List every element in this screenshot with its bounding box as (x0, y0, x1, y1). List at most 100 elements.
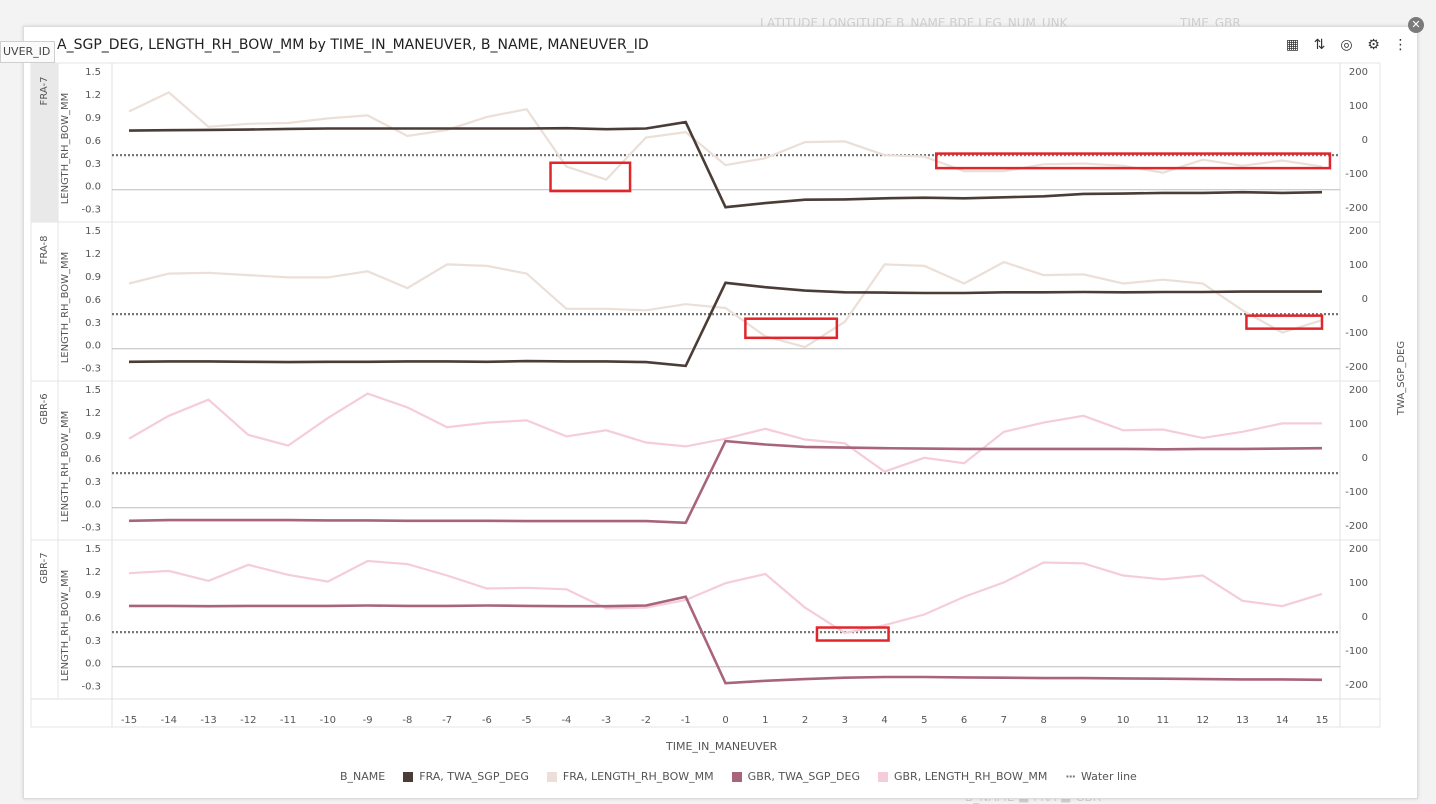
right-tick-label: 100 (1349, 578, 1368, 589)
right-tick-label: -200 (1345, 362, 1368, 373)
target-icon[interactable]: ◎ (1340, 37, 1353, 53)
x-tick-label: 7 (1001, 715, 1007, 726)
x-tick-label: -13 (200, 715, 216, 726)
facet-label: GBR-6 (39, 393, 50, 424)
chart-type-icon[interactable]: ▦ (1285, 37, 1300, 53)
legend-item-gbr-length[interactable]: GBR, LENGTH_RH_BOW_MM (877, 770, 1048, 783)
left-tick-label: 1.5 (85, 67, 101, 78)
left-axis-label: LENGTH_RH_BOW_MM (60, 252, 71, 364)
legend-swatch (403, 771, 414, 782)
left-tick-label: 0.9 (85, 272, 101, 283)
right-tick-label: -100 (1345, 169, 1368, 180)
highlight-box (1245, 314, 1324, 330)
x-tick-label: -7 (442, 715, 452, 726)
left-tick-label: 1.5 (85, 544, 101, 555)
left-tick-label: 0.9 (85, 113, 101, 124)
left-tick-label: 0.3 (85, 318, 101, 329)
right-tick-label: -200 (1345, 203, 1368, 214)
x-tick-label: 0 (722, 715, 728, 726)
length-series-line (128, 91, 1323, 181)
chart-toolbar: ▦ ⇅ ◎ ⚙ ⋮ (1284, 37, 1409, 54)
right-tick-label: 100 (1349, 419, 1368, 430)
x-tick-label: -4 (561, 715, 571, 726)
twa-series-line (129, 595, 1323, 685)
x-tick-label: -5 (522, 715, 532, 726)
right-tick-label: 100 (1349, 260, 1368, 271)
sort-icon[interactable]: ⇅ (1313, 37, 1326, 53)
right-tick-label: -100 (1345, 328, 1368, 339)
x-tick-label: -6 (482, 715, 492, 726)
left-tick-label: 1.5 (85, 226, 101, 237)
x-tick-label: -8 (402, 715, 412, 726)
x-tick-label: 6 (961, 715, 967, 726)
left-tick-label: -0.3 (81, 682, 101, 693)
legend-label: GBR, TWA_SGP_DEG (747, 770, 860, 783)
left-tick-label: 1.2 (85, 249, 101, 260)
right-tick-label: 0 (1362, 612, 1368, 623)
x-tick-label: 13 (1236, 715, 1249, 726)
legend-swatch (877, 771, 888, 782)
right-tick-label: 200 (1349, 226, 1368, 237)
left-axis-label: LENGTH_RH_BOW_MM (60, 93, 71, 205)
x-axis-label: TIME_IN_MANEUVER (666, 740, 778, 753)
more-icon[interactable]: ⋮ (1393, 37, 1408, 53)
x-tick-label: -1 (681, 715, 691, 726)
length-series-line (128, 392, 1322, 473)
x-tick-label: 1 (762, 715, 768, 726)
legend-item-fra-twa[interactable]: FRA, TWA_SGP_DEG (403, 770, 529, 783)
length-series-line (128, 559, 1323, 635)
legend-item-water-line[interactable]: ··· Water line (1065, 770, 1136, 783)
left-axis-label: LENGTH_RH_BOW_MM (60, 411, 71, 523)
twa-series-line (128, 439, 1323, 525)
left-tick-label: 1.2 (85, 567, 101, 578)
left-tick-label: 1.5 (85, 385, 101, 396)
left-tick-label: 0.6 (85, 136, 101, 147)
left-tick-label: 0.9 (85, 431, 101, 442)
x-tick-label: 2 (802, 715, 808, 726)
left-tick-label: 0.3 (85, 636, 101, 647)
close-icon[interactable]: ✕ (1408, 17, 1424, 33)
x-tick-label: -11 (280, 715, 296, 726)
highlight-box (549, 161, 632, 193)
x-tick-label: -15 (121, 715, 137, 726)
right-axis-label: TWA_SGP_DEG (1396, 341, 1407, 416)
right-tick-label: 0 (1362, 135, 1368, 146)
facet-label: FRA-7 (39, 77, 50, 106)
legend-swatch (731, 771, 742, 782)
x-tick-label: 3 (842, 715, 848, 726)
x-tick-label: -10 (320, 715, 336, 726)
twa-series-line (128, 281, 1322, 368)
chart-legend: B_NAME FRA, TWA_SGP_DEG FRA, LENGTH_RH_B… (340, 770, 1137, 783)
legend-item-fra-length[interactable]: FRA, LENGTH_RH_BOW_MM (546, 770, 714, 783)
x-tick-label: -9 (363, 715, 373, 726)
legend-label: Water line (1080, 770, 1137, 783)
legend-label: GBR, LENGTH_RH_BOW_MM (893, 770, 1048, 783)
left-tick-label: 0.3 (85, 477, 101, 488)
right-tick-label: 100 (1349, 101, 1368, 112)
right-tick-label: 0 (1362, 453, 1368, 464)
x-tick-label: -14 (161, 715, 177, 726)
x-tick-label: 15 (1316, 715, 1329, 726)
left-tick-label: 0.6 (85, 454, 101, 465)
legend-item-gbr-twa[interactable]: GBR, TWA_SGP_DEG (731, 770, 860, 783)
left-tick-label: -0.3 (81, 205, 101, 216)
highlight-box (815, 626, 890, 642)
right-tick-label: -100 (1345, 646, 1368, 657)
legend-label: FRA, LENGTH_RH_BOW_MM (562, 770, 714, 783)
x-tick-label: 11 (1157, 715, 1170, 726)
left-tick-label: 0.0 (85, 341, 101, 352)
x-tick-label: 8 (1040, 715, 1046, 726)
x-tick-label: -12 (240, 715, 256, 726)
left-tick-label: 0.9 (85, 590, 101, 601)
right-tick-label: 0 (1362, 294, 1368, 305)
chart-frame (30, 62, 1381, 728)
x-tick-label: 14 (1276, 715, 1289, 726)
maneuver-id-tag[interactable]: UVER_ID (0, 41, 56, 63)
right-tick-label: -200 (1345, 680, 1368, 691)
left-axis-label: LENGTH_RH_BOW_MM (60, 570, 71, 682)
left-tick-label: 0.0 (85, 500, 101, 511)
right-tick-label: -100 (1345, 487, 1368, 498)
x-tick-label: 12 (1196, 715, 1209, 726)
chart-settings-icon[interactable]: ⚙ (1367, 37, 1380, 53)
